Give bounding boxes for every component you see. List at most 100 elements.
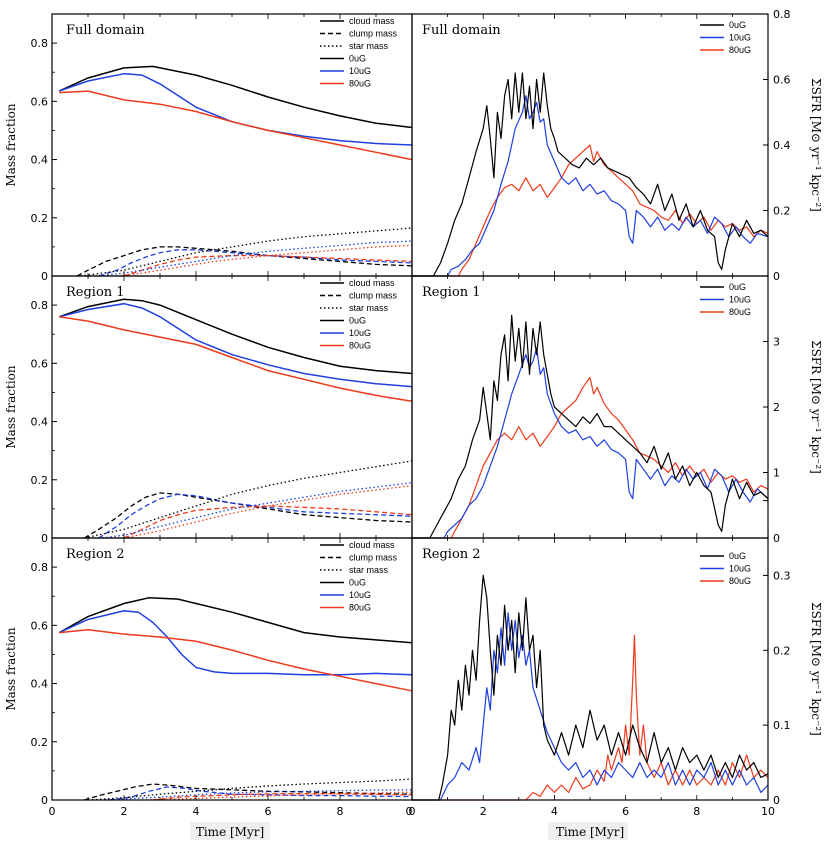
region-1-sfr-80uG-line bbox=[412, 376, 769, 539]
region-2-mass-ytick-label: 0 bbox=[41, 794, 48, 807]
full-domain-clump-10uG-line bbox=[98, 249, 413, 277]
region-2-sfr-ylabel: ΣSFR [M⊙ yr⁻¹ kpc⁻²] bbox=[809, 602, 823, 736]
region-2-clump-0uG-line bbox=[84, 783, 413, 801]
region-2-mass-ytick-label: 0.8 bbox=[31, 561, 49, 574]
region-1-sfr-title: Region 1 bbox=[422, 285, 481, 300]
region-1-sfr-ytick-label: 3 bbox=[773, 336, 780, 349]
region-1-sfr-10uG-line bbox=[412, 347, 769, 539]
region-2-cloud-0uG-line bbox=[58, 596, 413, 644]
region-1-sfr-ytick-label: 0 bbox=[773, 532, 780, 545]
full-domain-cloud-80uG-line bbox=[59, 90, 413, 161]
region-2-mass-legend-label: 0uG bbox=[349, 578, 366, 588]
full-domain-sfr-legend-label: 10uG bbox=[729, 33, 751, 43]
region-2-sfr-title: Region 2 bbox=[422, 547, 481, 562]
region-1-mass-ytick-label: 0.8 bbox=[31, 299, 49, 312]
full-domain-sfr-legend-label: 0uG bbox=[729, 20, 746, 30]
mass-xlabel-bg bbox=[190, 822, 270, 840]
sfr-xtick-label: 2 bbox=[480, 805, 487, 818]
region-2-mass-legend-label: cloud mass bbox=[349, 540, 395, 550]
region-1-sfr-ytick-label: 2 bbox=[773, 401, 780, 414]
region-1-sfr-legend-label: 80uG bbox=[729, 307, 751, 317]
region-2-cloud-80uG-line bbox=[59, 628, 413, 692]
region-1-mass-ytick-label: 0 bbox=[41, 532, 48, 545]
full-domain-star-80uG-line bbox=[116, 244, 413, 277]
mass-xtick-label: 6 bbox=[265, 805, 272, 818]
region-1-cloud-10uG-line bbox=[59, 302, 413, 388]
region-2-mass-ylabel: Mass fraction bbox=[4, 627, 18, 711]
region-1-sfr-ytick-label: 1 bbox=[773, 467, 780, 480]
region-1-mass-ylabel: Mass fraction bbox=[4, 365, 18, 449]
region-1-sfr-legend-label: 10uG bbox=[729, 295, 751, 305]
full-domain-star-10uG-line bbox=[95, 240, 413, 277]
region-2-mass-legend-label: clump mass bbox=[349, 553, 398, 563]
full-domain-sfr-ytick-label: 0.2 bbox=[773, 205, 791, 218]
full-domain-mass-legend-label: star mass bbox=[349, 41, 389, 51]
region-1-clump-0uG-line bbox=[84, 492, 413, 539]
full-domain-sfr-0uG-line bbox=[412, 72, 769, 277]
region-1-mass-legend-label: cloud mass bbox=[349, 278, 395, 288]
sfr-xtick-label: 4 bbox=[551, 805, 558, 818]
sfr-xtick-label: 10 bbox=[761, 805, 775, 818]
region-2-star-80uG-line bbox=[141, 791, 413, 801]
region-1-mass-legend-label: star mass bbox=[349, 303, 389, 313]
region-2-sfr-legend-label: 80uG bbox=[729, 576, 751, 586]
region-1-mass-legend-label: clump mass bbox=[349, 291, 398, 301]
region-2-sfr-legend-label: 0uG bbox=[729, 551, 746, 561]
full-domain-mass-ylabel: Mass fraction bbox=[4, 103, 18, 187]
region-2-cloud-10uG-line bbox=[58, 610, 413, 676]
region-1-mass-legend-label: 0uG bbox=[349, 316, 366, 326]
full-domain-sfr-ytick-label: 0 bbox=[773, 270, 780, 283]
full-domain-mass-ytick-label: 0.2 bbox=[31, 212, 49, 225]
region-1-mass-legend-label: 10uG bbox=[349, 328, 371, 338]
full-domain-sfr-ytick-label: 0.4 bbox=[773, 139, 791, 152]
region-1-mass-ytick-label: 0.6 bbox=[31, 357, 49, 370]
sfr-panel-frame bbox=[411, 537, 769, 801]
region-1-clump-10uG-line bbox=[98, 493, 413, 539]
region-2-sfr-legend-label: 10uG bbox=[729, 564, 751, 574]
sfr-panel-frame bbox=[411, 275, 769, 539]
full-domain-sfr-ylabel: ΣSFR [M⊙ yr⁻¹ kpc⁻²] bbox=[809, 78, 823, 212]
sfr-xlabel-bg bbox=[548, 822, 628, 840]
sfr-xtick-label: 0 bbox=[409, 805, 416, 818]
full-domain-sfr-ytick-label: 0.6 bbox=[773, 74, 791, 87]
full-domain-sfr-title: Full domain bbox=[422, 23, 501, 38]
region-2-sfr-80uG-line bbox=[412, 634, 769, 801]
region-2-mass-ytick-label: 0.2 bbox=[31, 736, 49, 749]
full-domain-sfr-80uG-line bbox=[412, 144, 769, 277]
region-2-clump-80uG-line bbox=[152, 792, 413, 801]
full-domain-mass-legend-label: clump mass bbox=[349, 29, 398, 39]
region-1-cloud-0uG-line bbox=[58, 298, 413, 375]
region-2-mass-legend-label: 10uG bbox=[349, 590, 371, 600]
full-domain-mass-legend-label: cloud mass bbox=[349, 16, 395, 26]
region-1-sfr-0uG-line bbox=[412, 314, 769, 539]
region-2-sfr-ytick-label: 0.1 bbox=[773, 719, 791, 732]
region-2-mass-title: Region 2 bbox=[66, 547, 125, 562]
full-domain-clump-0uG-line bbox=[76, 246, 413, 277]
region-1-mass-ytick-label: 0.4 bbox=[31, 416, 49, 429]
region-1-star-80uG-line bbox=[123, 484, 413, 539]
mass-xtick-label: 8 bbox=[337, 805, 344, 818]
region-2-sfr-ytick-label: 0.2 bbox=[773, 644, 791, 657]
full-domain-sfr-ytick-label: 0.8 bbox=[773, 8, 791, 21]
full-domain-cloud-10uG-line bbox=[58, 72, 413, 146]
region-1-mass-legend-label: 80uG bbox=[349, 341, 371, 351]
full-domain-mass-legend-label: 10uG bbox=[349, 66, 371, 76]
region-1-mass-ytick-label: 0.2 bbox=[31, 474, 49, 487]
region-1-sfr-legend-label: 0uG bbox=[729, 282, 746, 292]
mass-xlabel: Time [Myr] bbox=[196, 825, 264, 839]
region-2-sfr-ytick-label: 0 bbox=[773, 794, 780, 807]
full-domain-mass-ytick-label: 0.8 bbox=[31, 37, 49, 50]
sfr-xlabel: Time [Myr] bbox=[556, 825, 624, 839]
region-2-mass-legend-label: 80uG bbox=[349, 603, 371, 613]
full-domain-sfr-legend-label: 80uG bbox=[729, 45, 751, 55]
region-2-sfr-10uG-line bbox=[412, 612, 769, 801]
region-2-sfr-0uG-line bbox=[412, 574, 769, 801]
mass-xtick-label: 2 bbox=[121, 805, 128, 818]
sfr-xtick-label: 6 bbox=[622, 805, 629, 818]
region-2-sfr-ytick-label: 0.3 bbox=[773, 569, 791, 582]
region-2-mass-legend-label: star mass bbox=[349, 565, 389, 575]
full-domain-mass-legend-label: 80uG bbox=[349, 79, 371, 89]
full-domain-mass-ytick-label: 0 bbox=[41, 270, 48, 283]
mass-xtick-label: 0 bbox=[406, 805, 413, 818]
